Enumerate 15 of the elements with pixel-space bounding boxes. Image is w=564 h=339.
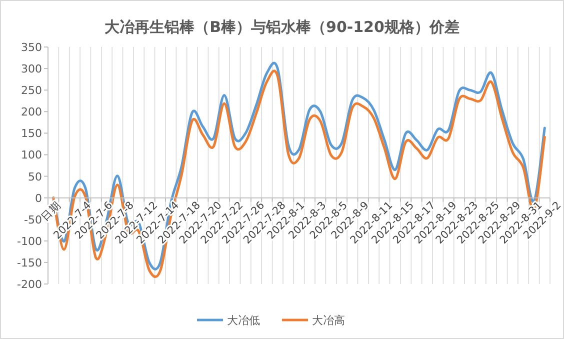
y-tick-label: -50 <box>24 213 42 226</box>
y-tick-label: -100 <box>17 234 42 248</box>
y-tick-label: 300 <box>21 62 42 76</box>
legend-label: 大冶低 <box>227 314 260 327</box>
y-tick-label: 350 <box>21 41 42 54</box>
y-tick-label: 0 <box>35 192 42 205</box>
y-tick-label: 50 <box>28 170 42 184</box>
legend-label: 大冶高 <box>312 314 345 327</box>
y-tick-label: 100 <box>21 148 42 162</box>
y-tick-label: -200 <box>17 278 42 291</box>
y-tick-label: -150 <box>17 256 42 270</box>
y-tick-label: 150 <box>21 127 42 140</box>
y-tick-label: 200 <box>21 106 42 119</box>
y-tick-label: 250 <box>21 84 42 98</box>
title: 大冶再生铝棒（B棒）与铝水棒（90-120规格）价差 <box>104 18 460 36</box>
